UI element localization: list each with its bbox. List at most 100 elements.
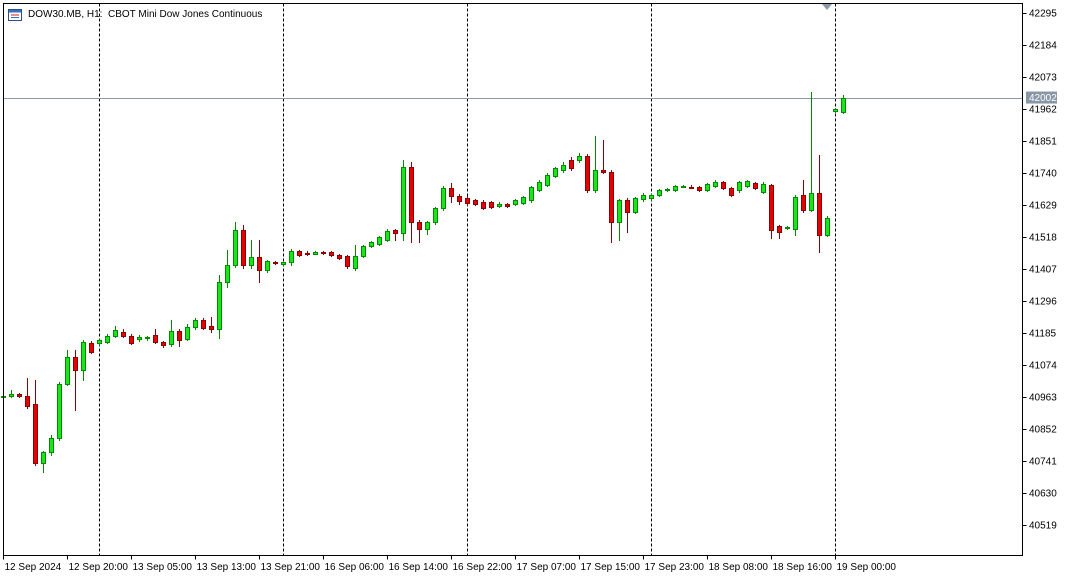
- candle-body: [273, 262, 278, 264]
- candle-body: [265, 261, 270, 271]
- bull-candle: [681, 185, 686, 188]
- bear-candle: [241, 225, 246, 269]
- bear-candle: [473, 199, 478, 206]
- bear-candle: [729, 187, 734, 197]
- bear-candle: [457, 194, 462, 205]
- candle-body: [297, 251, 302, 256]
- day-separators: [99, 3, 836, 556]
- candle-body: [649, 195, 654, 199]
- candle-body: [497, 204, 502, 207]
- bull-candle: [705, 183, 710, 192]
- x-tick-label: 13 Sep 21:00: [261, 562, 321, 573]
- bull-candle: [353, 245, 358, 271]
- candle-body: [473, 200, 478, 205]
- bull-candle: [377, 236, 382, 246]
- candle-body: [681, 186, 686, 188]
- bear-candle: [89, 341, 94, 354]
- bear-candle: [601, 140, 606, 174]
- candle-body: [89, 343, 94, 353]
- bull-candle: [793, 195, 798, 236]
- candle-body: [601, 170, 606, 173]
- candle-body: [249, 257, 254, 266]
- y-tick-label: 41518: [1029, 233, 1057, 244]
- bull-candle: [289, 249, 294, 266]
- bull-candle: [105, 334, 110, 344]
- bear-candle: [769, 184, 774, 239]
- candle-body: [489, 202, 494, 208]
- bull-candle: [265, 260, 270, 273]
- bull-candle: [41, 451, 46, 473]
- bull-candle: [369, 241, 374, 248]
- y-tick-label: 42184: [1029, 41, 1057, 52]
- x-tick-label: 18 Sep 16:00: [773, 562, 833, 573]
- candle-body: [97, 340, 102, 344]
- y-tick-label: 41629: [1029, 201, 1057, 212]
- bull-candle: [513, 199, 518, 206]
- bear-candle: [393, 229, 398, 241]
- bull-candle: [169, 320, 174, 347]
- candle-body: [385, 231, 390, 241]
- candle-body: [569, 160, 574, 169]
- candle-body: [153, 335, 158, 343]
- candle-body: [209, 326, 214, 330]
- candle-body: [641, 195, 646, 200]
- bear-candle: [481, 200, 486, 210]
- bull-candle: [193, 318, 198, 330]
- candle-body: [217, 282, 222, 330]
- candle-body: [753, 183, 758, 189]
- bull-candle: [281, 262, 286, 266]
- bull-candle: [737, 181, 742, 193]
- x-tick-label: 16 Sep 14:00: [389, 562, 449, 573]
- x-tick-label: 16 Sep 22:00: [453, 562, 513, 573]
- candle-body: [457, 196, 462, 202]
- bull-candle: [225, 250, 230, 288]
- candle-body: [65, 357, 70, 385]
- bear-candle: [777, 225, 782, 239]
- bull-candle: [649, 194, 654, 201]
- current-price-tag: [1026, 91, 1057, 104]
- x-tick-label: 13 Sep 05:00: [133, 562, 193, 573]
- bear-candle: [297, 250, 302, 257]
- candle-body: [785, 227, 790, 229]
- candle-body: [233, 230, 238, 266]
- candle-body: [825, 218, 830, 236]
- candle-body: [305, 253, 310, 255]
- candle-body: [393, 230, 398, 234]
- candle-body: [81, 342, 86, 371]
- candle-body: [401, 167, 406, 234]
- candle-body: [657, 190, 662, 196]
- candle-body: [561, 165, 566, 171]
- chart-shift-marker-icon: [822, 4, 832, 10]
- bull-candle: [65, 350, 70, 386]
- candle-body: [313, 252, 318, 255]
- bear-candle: [585, 154, 590, 193]
- candle-body: [545, 175, 550, 186]
- candles: [1, 92, 846, 473]
- candle-body: [689, 187, 694, 189]
- candle-body: [185, 327, 190, 340]
- candle-body: [321, 252, 326, 254]
- bear-candle: [697, 186, 702, 192]
- candle-body: [761, 184, 766, 193]
- candle-body: [353, 256, 358, 269]
- candle-body: [409, 167, 414, 223]
- candle-body: [673, 186, 678, 191]
- candle-body: [113, 330, 118, 337]
- x-tick-label: 17 Sep 07:00: [517, 562, 577, 573]
- candle-body: [121, 332, 126, 337]
- plot-frame: [3, 3, 1023, 556]
- bull-candle: [97, 339, 102, 346]
- y-tick-label: 41851: [1029, 137, 1057, 148]
- candle-body: [425, 222, 430, 230]
- bull-candle: [233, 222, 238, 268]
- bear-candle: [569, 157, 574, 171]
- candle-body: [129, 336, 134, 344]
- candle-body: [33, 404, 38, 464]
- chart-title: DOW30.MB, H1: CBOT Mini Dow Jones Contin…: [28, 9, 263, 20]
- bull-candle: [401, 160, 406, 241]
- candle-body: [337, 255, 342, 259]
- candle-body: [329, 252, 334, 256]
